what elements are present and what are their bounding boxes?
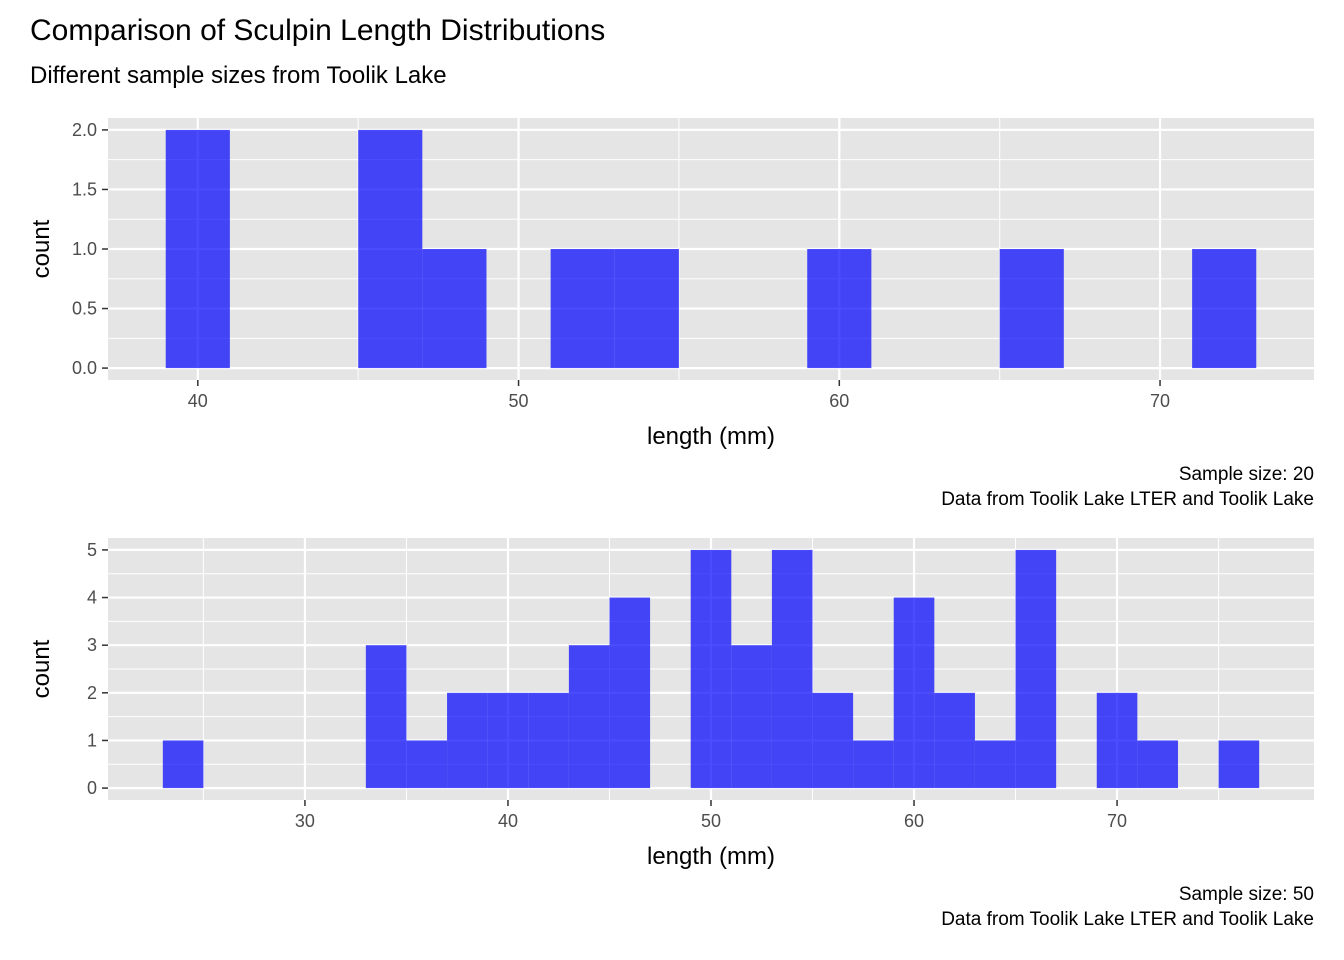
y-tick-label: 4 — [87, 588, 97, 608]
histogram-bar — [609, 597, 651, 789]
x-tick-label: 40 — [188, 391, 208, 411]
histogram-bar — [974, 740, 1016, 789]
y-tick-label: 5 — [87, 540, 97, 560]
histogram-bar — [422, 249, 487, 369]
x-axis-label: length (mm) — [647, 423, 775, 450]
histogram-bar — [406, 740, 448, 789]
histogram-bar — [853, 740, 894, 789]
histogram-bar — [487, 692, 529, 789]
histogram-bar — [365, 645, 407, 789]
histogram-bar — [934, 692, 975, 789]
caption-data-source: Data from Toolik Lake LTER and Toolik La… — [941, 909, 1314, 930]
histogram-bar — [812, 692, 854, 789]
histogram-bar — [528, 692, 569, 789]
y-tick-label: 0.5 — [72, 299, 97, 319]
x-tick-label: 50 — [509, 391, 529, 411]
caption-data-source: Data from Toolik Lake LTER and Toolik La… — [941, 489, 1314, 510]
histogram-panel-1: 40 50 60 70 0.0 0.5 1.0 1.5 2.0 length (mm) count S… — [28, 118, 1314, 510]
histogram-bar — [771, 549, 813, 789]
histogram-bar — [690, 549, 732, 789]
x-tick-label: 30 — [295, 811, 315, 831]
x-tick-label: 70 — [1107, 811, 1127, 831]
x-axis-label: length (mm) — [647, 843, 775, 870]
y-tick-label: 2 — [87, 683, 97, 703]
y-tick-label: 3 — [87, 635, 97, 655]
chart-title: Comparison of Sculpin Length Distributio… — [30, 14, 605, 47]
histogram-bar — [731, 645, 772, 789]
histogram-bar — [614, 249, 679, 369]
histogram-bar — [550, 249, 615, 369]
x-tick-label: 60 — [904, 811, 924, 831]
histogram-panel-2: 30 40 50 60 70 0 1 2 3 4 5 length (mm) count Sample s… — [28, 538, 1314, 930]
y-tick-label: 1 — [87, 730, 97, 750]
histogram-bar — [1218, 740, 1260, 789]
histogram-bar — [165, 129, 230, 369]
chart-subtitle: Different sample sizes from Toolik Lake — [30, 62, 447, 89]
y-tick-label: 2.0 — [72, 120, 97, 140]
histogram-bar — [807, 249, 872, 369]
y-tick-label: 1.0 — [72, 239, 97, 259]
y-axis-label: count — [28, 219, 55, 278]
caption-sample-size: Sample size: 20 — [1179, 464, 1314, 485]
histogram-bar — [1096, 692, 1138, 789]
histogram-bar — [447, 692, 488, 789]
histogram-bar — [1192, 249, 1257, 369]
x-tick-label: 70 — [1150, 391, 1170, 411]
y-tick-label: 0.0 — [72, 358, 97, 378]
histogram-bar — [893, 597, 935, 789]
x-tick-label: 50 — [701, 811, 721, 831]
x-tick-label: 60 — [829, 391, 849, 411]
y-tick-label: 1.5 — [72, 179, 97, 199]
histogram-bar — [568, 645, 610, 789]
caption-sample-size: Sample size: 50 — [1179, 884, 1314, 905]
histogram-bar — [1015, 549, 1057, 789]
y-tick-label: 0 — [87, 778, 97, 798]
histogram-bar — [358, 129, 423, 369]
histogram-bar — [1137, 740, 1178, 789]
histogram-bar — [999, 249, 1064, 369]
x-tick-label: 40 — [498, 811, 518, 831]
y-axis-label: count — [28, 639, 55, 698]
histogram-bar — [162, 740, 204, 789]
